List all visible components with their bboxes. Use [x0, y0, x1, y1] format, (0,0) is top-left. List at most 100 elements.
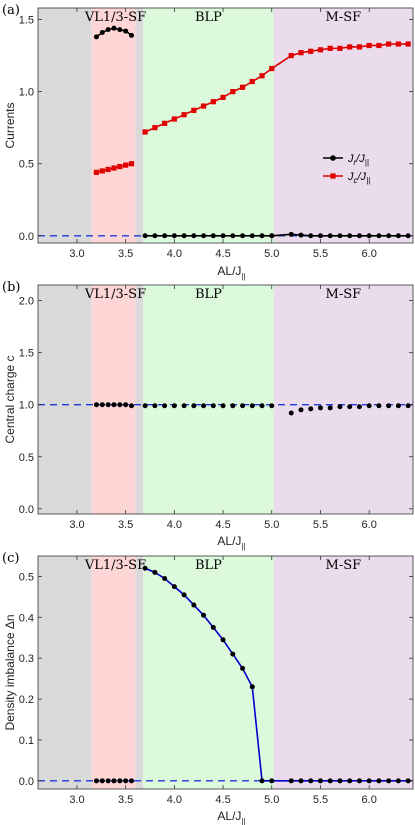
data-point — [366, 403, 372, 409]
legend-label-sub2: || — [366, 176, 370, 185]
data-point — [249, 233, 255, 239]
region-label: VL1/3-SF — [84, 558, 146, 573]
y-tick-label: 1.0 — [19, 400, 34, 412]
data-point — [191, 602, 197, 608]
legend: Jr/J||Jc/J|| — [323, 153, 370, 185]
data-point — [105, 402, 111, 408]
legend-marker — [330, 173, 336, 179]
data-point — [405, 403, 411, 409]
data-point — [288, 778, 294, 784]
data-point — [386, 778, 392, 784]
data-point — [356, 233, 362, 239]
series-0 — [93, 25, 411, 239]
x-tick-label: 4.0 — [167, 519, 182, 531]
series-0 — [93, 778, 135, 784]
data-point — [376, 403, 382, 409]
data-point — [191, 107, 197, 113]
panel-label: (a) — [2, 3, 20, 18]
data-point — [191, 403, 197, 409]
data-point — [117, 402, 123, 408]
data-point — [356, 778, 362, 784]
x-axis-label-main: AL/J — [217, 264, 241, 278]
data-point — [395, 233, 401, 239]
data-point — [129, 778, 135, 784]
data-point — [269, 403, 275, 409]
data-point — [395, 778, 401, 784]
data-point — [123, 402, 129, 408]
data-point — [259, 403, 265, 409]
x-axis-label: AL/J|| — [217, 809, 245, 825]
data-point — [376, 778, 382, 784]
legend-label: Jr/J|| — [347, 153, 369, 167]
y-tick-label: 0.5 — [19, 452, 34, 464]
data-point — [220, 403, 226, 409]
region-label: VL1/3-SF — [84, 10, 146, 25]
data-point — [337, 404, 343, 410]
y-axis-label: Density imbalance Δn — [3, 614, 17, 730]
data-point — [308, 406, 314, 412]
data-point — [93, 169, 100, 175]
data-point — [288, 410, 294, 416]
data-point — [405, 233, 411, 239]
data-point — [239, 84, 246, 90]
data-point — [230, 403, 236, 409]
data-point — [105, 27, 111, 33]
data-point — [347, 44, 353, 50]
data-point — [142, 565, 148, 571]
data-point — [123, 778, 129, 784]
data-point — [308, 778, 314, 784]
region-band — [143, 556, 274, 789]
data-point — [111, 778, 117, 784]
data-point — [111, 165, 117, 171]
legend-label-main: J — [347, 171, 354, 183]
data-point — [249, 403, 255, 409]
region-label: BLP — [195, 10, 222, 25]
region-band — [91, 8, 136, 243]
x-axis-label-sub: || — [241, 817, 245, 825]
region-band — [273, 285, 413, 514]
data-point — [142, 403, 148, 409]
region-label: M-SF — [326, 287, 362, 302]
region-label: VL1/3-SF — [84, 287, 146, 302]
data-point — [240, 233, 246, 239]
data-point — [337, 45, 343, 51]
panel-c: VL1/3-SF BLP M-SF 3.0 3.5 4.0 4.5 5.0 5.5 6.0 0.0 0… — [2, 551, 414, 825]
data-point — [117, 163, 123, 170]
data-point — [317, 47, 324, 53]
x-tick-label: 6.0 — [362, 519, 377, 531]
series-0 — [93, 402, 411, 416]
x-tick-label: 3.5 — [118, 794, 133, 806]
y-tick-label: 0.4 — [19, 612, 34, 624]
data-point — [308, 48, 314, 54]
data-point — [129, 403, 135, 409]
data-point — [405, 778, 411, 784]
data-point — [111, 402, 117, 408]
data-point — [181, 403, 187, 409]
data-point — [210, 233, 216, 239]
data-point — [230, 651, 236, 657]
data-point — [327, 45, 333, 51]
data-point — [347, 778, 353, 784]
data-point — [249, 78, 255, 85]
x-tick-label: 5.5 — [313, 794, 328, 806]
legend-label-mid: /J — [357, 171, 367, 183]
data-point — [93, 402, 99, 408]
data-point — [240, 403, 246, 409]
legend-label: Jc/J|| — [347, 171, 370, 185]
y-axis-label: Central charge c — [3, 355, 17, 443]
data-point — [347, 233, 353, 239]
data-point — [117, 27, 123, 33]
data-point — [117, 778, 123, 784]
y-tick-label: 0.2 — [19, 694, 34, 706]
data-point — [249, 684, 255, 690]
y-tick-label: 1.5 — [19, 348, 34, 360]
x-axis-label-main: AL/J — [217, 534, 241, 548]
data-point — [347, 404, 353, 410]
data-point — [129, 32, 135, 38]
region-band — [91, 285, 136, 514]
data-point — [308, 233, 314, 239]
legend-label-mid: /J — [355, 153, 365, 165]
region-label: M-SF — [326, 10, 362, 25]
data-point — [123, 162, 129, 168]
